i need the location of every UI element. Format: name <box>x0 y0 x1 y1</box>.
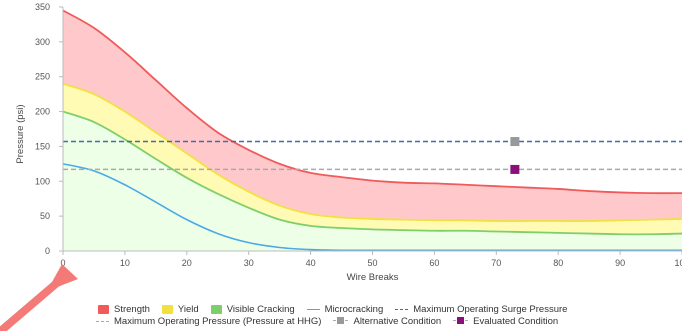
y-axis-title: Pressure (psi) <box>15 104 26 163</box>
legend-label-max-operating-pressure: Maximum Operating Pressure (Pressure at … <box>114 315 322 327</box>
x-tick-label: 30 <box>244 258 254 268</box>
legend-label-microcracking: Microcracking <box>324 303 384 315</box>
legend-label-yield: Yield <box>177 303 199 315</box>
series-line-microcracking <box>62 163 682 252</box>
legend-swatch-microcracking <box>306 308 320 310</box>
legend-label-alternative-condition: Alternative Condition <box>353 315 442 327</box>
legend-item-yield[interactable]: Yield <box>161 303 199 315</box>
y-tick-label: 100 <box>35 176 50 186</box>
point-layer <box>510 137 520 174</box>
legend-label-evaluated-condition: Evaluated Condition <box>473 315 559 327</box>
legend-label-max-surge-pressure: Maximum Operating Surge Pressure <box>413 303 568 315</box>
x-tick-label: 0 <box>60 258 65 268</box>
legend-item-microcracking[interactable]: Microcracking <box>306 303 384 315</box>
x-tick-label: 90 <box>615 258 625 268</box>
point-evaluated-condition[interactable] <box>510 164 520 174</box>
x-tick-labels: 0 10 20 30 40 50 60 70 80 90 100 <box>60 258 682 268</box>
legend-item-visible-cracking[interactable]: Visible Cracking <box>210 303 295 315</box>
x-axis-title: Wire Breaks <box>347 272 399 283</box>
legend-label-visible-cracking: Visible Cracking <box>226 303 295 315</box>
x-tick-label: 70 <box>491 258 501 268</box>
legend-item-evaluated-condition[interactable]: Evaluated Condition <box>453 316 558 327</box>
y-tick-labels: 0 50 100 150 200 250 300 350 <box>35 2 50 256</box>
y-tick-label: 150 <box>35 141 50 151</box>
legend-swatch-yield <box>161 304 173 314</box>
pointer-arrow <box>0 264 78 331</box>
series-line-strength <box>62 9 682 195</box>
y-tick-label: 50 <box>40 211 50 221</box>
legend: Strength Yield Visible Cracking Microcra… <box>72 303 672 327</box>
x-tick-label: 10 <box>120 258 130 268</box>
pointer-arrow-head <box>47 264 78 291</box>
x-tick-label: 40 <box>306 258 316 268</box>
legend-swatch-visible-cracking <box>210 304 222 314</box>
x-tick-label: 80 <box>553 258 563 268</box>
y-tick-label: 200 <box>35 107 50 117</box>
legend-item-max-surge-pressure[interactable]: Maximum Operating Surge Pressure <box>395 304 567 315</box>
legend-swatch-max-surge-pressure <box>395 308 409 310</box>
y-tick-label: 350 <box>35 2 50 12</box>
legend-row-1: Strength Yield Visible Cracking Microcra… <box>72 303 672 315</box>
x-tick-label: 60 <box>429 258 439 268</box>
y-tick-label: 0 <box>45 246 50 256</box>
legend-swatch-alternative-condition <box>333 316 349 326</box>
y-tick-label: 300 <box>35 37 50 47</box>
legend-item-alternative-condition[interactable]: Alternative Condition <box>333 316 441 327</box>
legend-swatch-max-operating-pressure <box>96 320 109 322</box>
reference-line-layer <box>63 140 682 171</box>
y-tick-label: 250 <box>35 72 50 82</box>
legend-swatch-strength <box>98 304 109 314</box>
legend-swatch-evaluated-condition <box>453 316 469 326</box>
x-tick-label: 20 <box>182 258 192 268</box>
legend-item-max-operating-pressure[interactable]: Maximum Operating Pressure (Pressure at … <box>96 316 321 327</box>
legend-label-strength: Strength <box>114 303 150 315</box>
x-tick-label: 50 <box>367 258 377 268</box>
area-layer <box>63 10 682 251</box>
x-tick-label: 100 <box>674 258 682 268</box>
legend-row-2: Maximum Operating Pressure (Pressure at … <box>72 315 672 327</box>
axes <box>59 6 682 255</box>
point-alternative-condition[interactable] <box>510 137 520 147</box>
series-line-visible-cracking <box>62 110 682 236</box>
line-layer <box>62 9 682 252</box>
legend-item-strength[interactable]: Strength <box>98 304 150 315</box>
area-visible-cracking <box>63 111 682 251</box>
series-line-yield <box>62 82 682 222</box>
